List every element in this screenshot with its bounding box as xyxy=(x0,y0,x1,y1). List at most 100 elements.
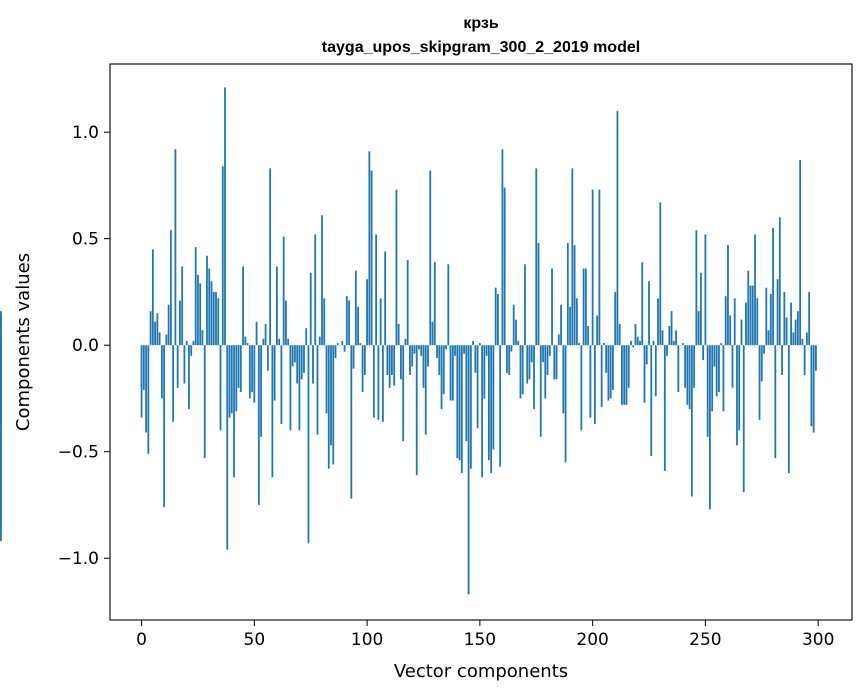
bar-213 xyxy=(621,345,623,405)
bar-281 xyxy=(774,345,777,459)
bar-204 xyxy=(600,345,603,407)
bar-14 xyxy=(172,345,175,422)
bar-108 xyxy=(384,251,387,346)
bar-7 xyxy=(156,313,159,346)
bar-257 xyxy=(720,343,723,346)
bar-146 xyxy=(469,345,472,469)
bar-155 xyxy=(490,345,493,474)
bar-148 xyxy=(474,345,477,373)
bar-238 xyxy=(677,345,680,393)
bar-undefined xyxy=(0,345,2,542)
bar-1 xyxy=(142,345,145,390)
bar-197 xyxy=(584,268,587,346)
bar-24 xyxy=(194,247,197,346)
bar-173 xyxy=(530,345,533,363)
bar-194 xyxy=(578,343,580,346)
bar-290 xyxy=(794,319,797,346)
bar-283 xyxy=(778,217,781,346)
bar-191 xyxy=(571,168,574,346)
bar-111 xyxy=(391,345,393,376)
bar-62 xyxy=(280,345,283,425)
y-tick-label: −1.0 xyxy=(58,549,99,569)
bar-209 xyxy=(612,345,614,390)
bar-159 xyxy=(499,345,502,467)
bar-77 xyxy=(314,234,317,346)
bar-248 xyxy=(699,272,702,346)
bar-167 xyxy=(517,340,520,346)
bar-26 xyxy=(199,283,202,346)
bar-152 xyxy=(483,345,486,399)
bar-143 xyxy=(463,345,465,354)
chart-title: крзь xyxy=(463,15,499,32)
bar-266 xyxy=(740,319,743,346)
bar-260 xyxy=(727,245,729,346)
bar-37 xyxy=(224,87,226,346)
bar-66 xyxy=(289,345,292,431)
bar-178 xyxy=(542,345,544,363)
bar-74 xyxy=(307,345,310,544)
bar-81 xyxy=(323,298,326,346)
bar-30 xyxy=(208,268,211,346)
bar-91 xyxy=(345,296,348,346)
bar-18 xyxy=(181,266,184,346)
bar-250 xyxy=(704,234,707,346)
bar-174 xyxy=(533,345,535,410)
bar-285 xyxy=(783,291,786,346)
bar-2 xyxy=(145,345,147,433)
bar-4 xyxy=(149,311,152,346)
bar-296 xyxy=(808,291,811,346)
bar-294 xyxy=(803,345,806,376)
bar-243 xyxy=(688,345,691,410)
bar-8 xyxy=(158,332,161,346)
bar-261 xyxy=(729,315,732,346)
y-axis-label: Components values xyxy=(13,253,34,431)
bar-162 xyxy=(506,345,508,373)
bar-82 xyxy=(325,345,328,414)
bar-41 xyxy=(233,345,235,478)
bar-228 xyxy=(654,345,657,397)
bar-112 xyxy=(393,345,396,386)
bar-55 xyxy=(264,323,267,346)
bar-118 xyxy=(406,259,409,346)
bar-63 xyxy=(282,236,285,346)
bar-124 xyxy=(420,345,423,356)
bar-11 xyxy=(165,334,168,346)
bar-47 xyxy=(246,343,249,346)
bar-78 xyxy=(316,345,319,435)
bar-127 xyxy=(427,345,429,367)
bar-270 xyxy=(749,285,752,346)
bar-222 xyxy=(641,262,644,346)
bar-201 xyxy=(593,345,596,425)
bar-17 xyxy=(179,300,181,346)
bar-21 xyxy=(188,345,190,410)
bar-92 xyxy=(348,300,350,346)
bar-51 xyxy=(255,321,258,346)
bar-225 xyxy=(648,281,650,346)
bar-259 xyxy=(724,296,727,346)
bar-292 xyxy=(799,159,802,346)
bar-179 xyxy=(544,345,547,399)
bar-134 xyxy=(442,345,445,395)
bar-137 xyxy=(449,345,452,401)
bar-73 xyxy=(305,328,308,346)
bar-235 xyxy=(670,311,673,346)
bar-189 xyxy=(566,242,569,346)
bar-229 xyxy=(657,298,659,346)
bar-211 xyxy=(616,110,619,346)
bar-264 xyxy=(736,345,738,446)
bar-288 xyxy=(790,302,792,346)
x-tick-label: 0 xyxy=(136,630,147,650)
bar-83 xyxy=(327,345,330,469)
bar-125 xyxy=(422,345,425,388)
bar-32 xyxy=(212,291,215,346)
bar-230 xyxy=(659,202,662,346)
bar-272 xyxy=(754,234,756,346)
bar-172 xyxy=(528,345,531,380)
bar-49 xyxy=(251,345,253,393)
bar-34 xyxy=(217,298,220,346)
bar-205 xyxy=(603,343,605,346)
bar-282 xyxy=(776,279,779,346)
bar-184 xyxy=(555,345,558,380)
bar-23 xyxy=(192,340,195,346)
